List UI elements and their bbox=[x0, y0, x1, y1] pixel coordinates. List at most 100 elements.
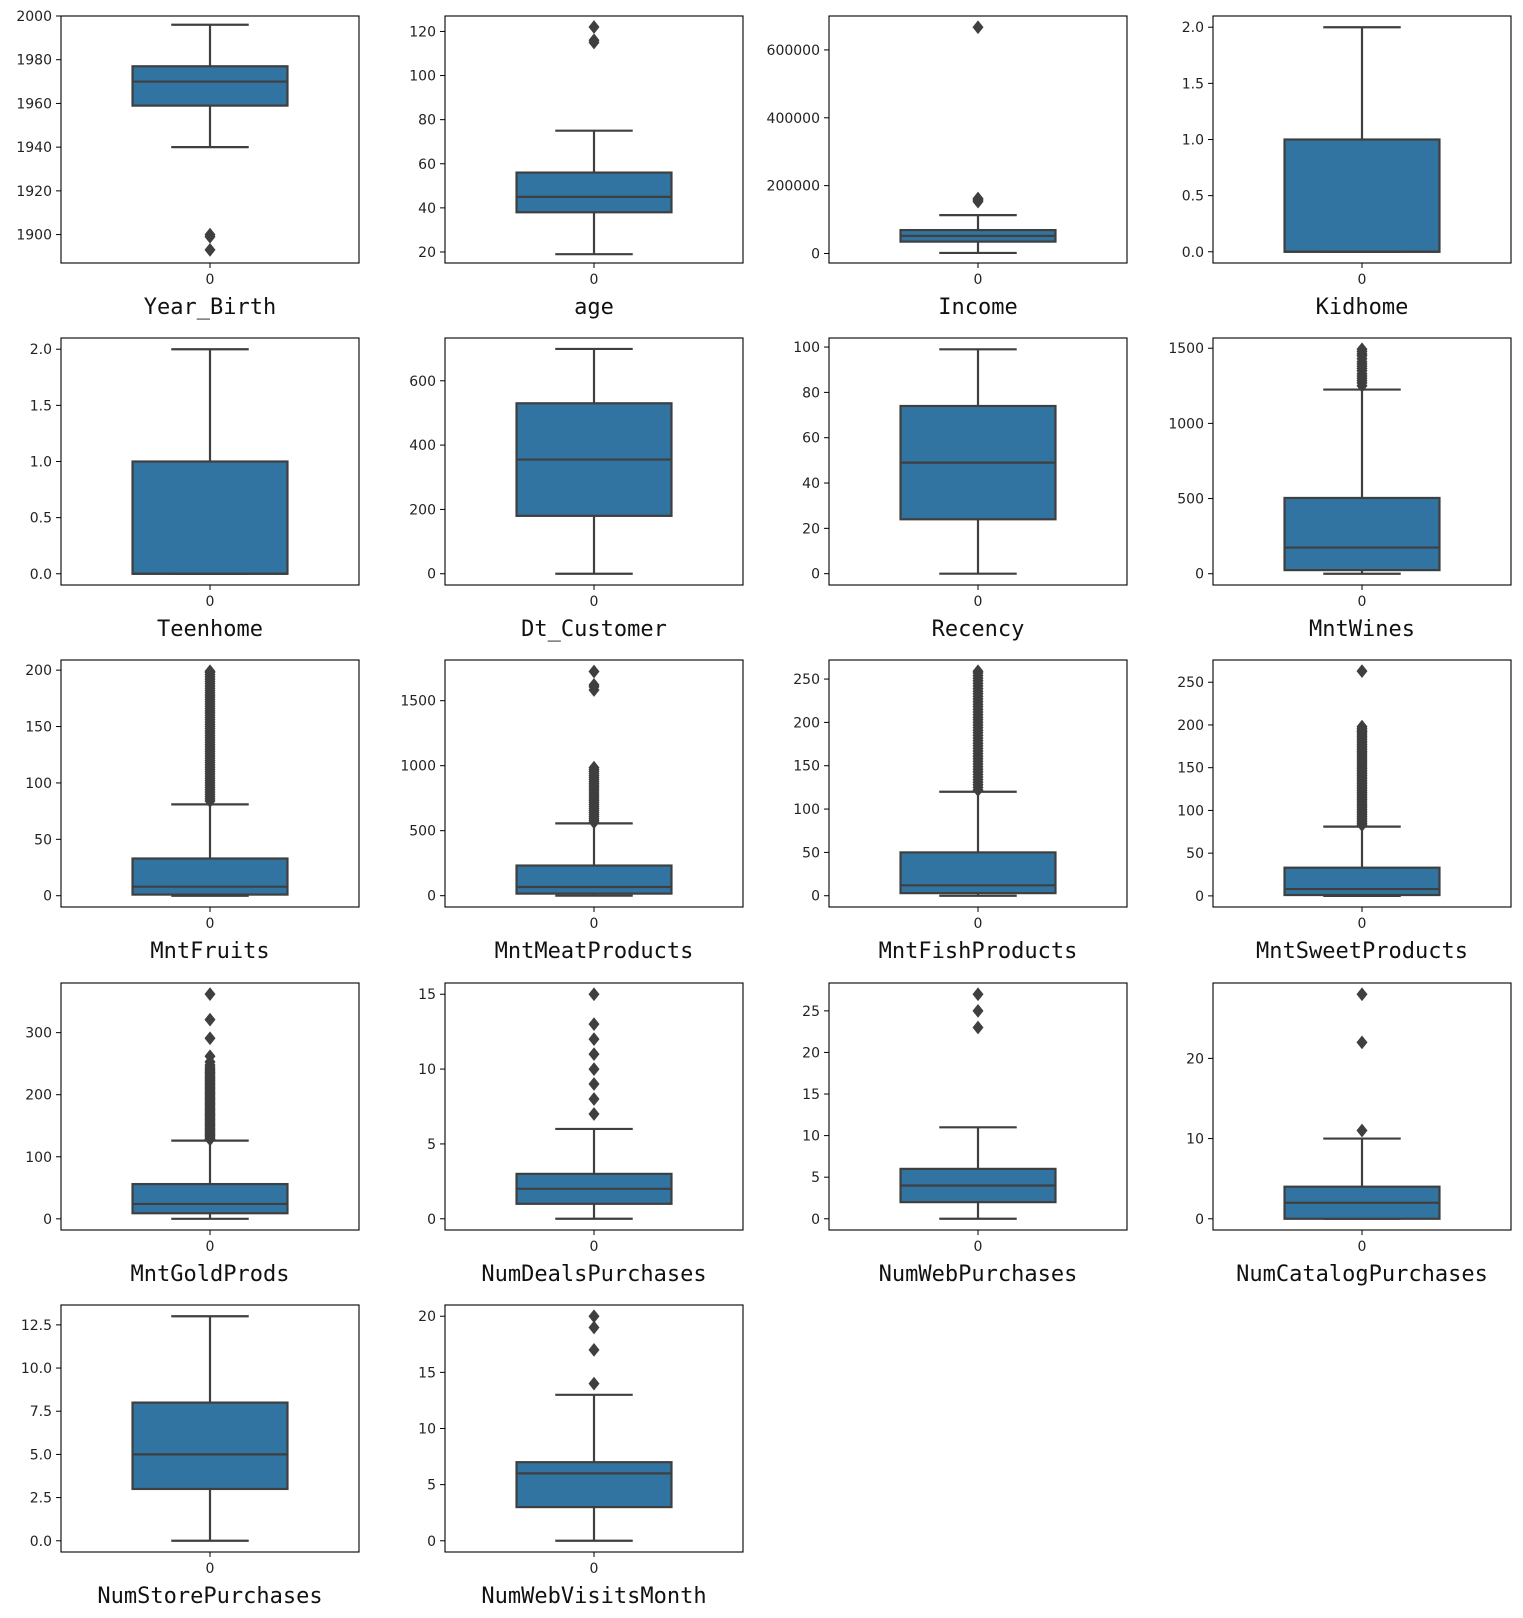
x-axis-label: NumWebPurchases bbox=[879, 1262, 1078, 1287]
subplot-year-birth: 1900 1920 1940 1960 1980 2000 0 Year_Birth bbox=[16, 9, 360, 320]
y-tick-label: 0.0 bbox=[1182, 245, 1204, 261]
y-tick-label: 50 bbox=[1186, 846, 1204, 862]
subplot-age: 20 40 60 80 100 120 0 age bbox=[409, 15, 744, 320]
outlier-point bbox=[1356, 719, 1368, 734]
y-tick-label: 100 bbox=[25, 1150, 52, 1166]
outlier-point bbox=[972, 20, 984, 35]
y-tick-label: 0 bbox=[811, 1212, 820, 1228]
y-tick-label: 200 bbox=[25, 663, 52, 679]
y-tick-label: 0 bbox=[1195, 889, 1204, 905]
y-tick-label: 60 bbox=[418, 157, 436, 173]
y-tick-label: 7.5 bbox=[30, 1404, 52, 1420]
iqr-box bbox=[1283, 496, 1441, 572]
y-tick-label: 25 bbox=[802, 1004, 820, 1020]
y-tick-label: 20 bbox=[802, 1045, 820, 1061]
subplot-income: 0 200000 400000 600000 0 Income bbox=[767, 15, 1128, 320]
y-tick-label: 15 bbox=[418, 987, 436, 1003]
y-tick-label: 120 bbox=[409, 24, 436, 40]
outlier-point bbox=[204, 227, 216, 242]
outlier-point bbox=[1356, 987, 1368, 1002]
y-tick-label: 2.0 bbox=[1182, 20, 1204, 36]
y-tick-label: 500 bbox=[1177, 492, 1204, 508]
x-tick-label: 0 bbox=[590, 1239, 599, 1255]
y-tick-label: 1.5 bbox=[1182, 76, 1204, 92]
x-tick-label: 0 bbox=[1358, 1239, 1367, 1255]
subplot-mntfruits: 0 50 100 150 200 0 MntFruits bbox=[25, 659, 360, 964]
x-tick-label: 0 bbox=[590, 916, 599, 932]
outlier-point bbox=[588, 677, 600, 692]
x-axis-label: Recency bbox=[932, 617, 1025, 642]
outlier-point bbox=[204, 243, 216, 257]
x-tick-label: 0 bbox=[206, 272, 215, 288]
outlier-point bbox=[204, 1049, 216, 1064]
subplot-mntgoldprods: 0 100 200 300 0 MntGoldProds bbox=[25, 982, 360, 1287]
y-tick-label: 250 bbox=[1177, 675, 1204, 691]
y-tick-label: 20 bbox=[802, 521, 820, 537]
y-tick-label: 0 bbox=[811, 889, 820, 905]
outlier-point bbox=[588, 1017, 600, 1032]
y-tick-label: 1960 bbox=[16, 96, 52, 112]
x-tick-label: 0 bbox=[206, 916, 215, 932]
x-axis-label: MntFruits bbox=[150, 939, 269, 964]
y-tick-label: 200000 bbox=[767, 179, 820, 195]
y-tick-label: 5.0 bbox=[30, 1447, 52, 1463]
y-tick-label: 100 bbox=[793, 802, 820, 818]
y-tick-label: 0.0 bbox=[30, 1534, 52, 1550]
y-tick-label: 80 bbox=[802, 385, 820, 401]
outlier-point bbox=[204, 987, 216, 1002]
y-tick-label: 0 bbox=[427, 567, 436, 583]
y-tick-label: 200 bbox=[25, 1088, 52, 1104]
x-tick-label: 0 bbox=[590, 1561, 599, 1577]
y-tick-label: 0.5 bbox=[30, 511, 52, 527]
outlier-point bbox=[588, 1107, 600, 1121]
y-tick-label: 40 bbox=[418, 201, 436, 217]
y-tick-label: 150 bbox=[793, 759, 820, 775]
y-tick-label: 200 bbox=[1177, 718, 1204, 734]
x-axis-label: NumCatalogPurchases bbox=[1236, 1262, 1488, 1287]
x-tick-label: 0 bbox=[974, 272, 983, 288]
outlier-point bbox=[204, 1012, 216, 1027]
y-tick-label: 5 bbox=[811, 1170, 820, 1186]
subplot-numwebpurchases: 0 5 10 15 20 25 0 NumWebPurchases bbox=[802, 982, 1128, 1287]
y-tick-label: 2000 bbox=[16, 9, 52, 25]
iqr-box bbox=[131, 857, 289, 896]
outlier-point bbox=[1356, 342, 1368, 357]
y-tick-label: 12.5 bbox=[21, 1318, 52, 1334]
x-axis-label: Dt_Customer bbox=[521, 617, 667, 642]
subplot-dt-customer: 0 200 400 600 0 Dt_Customer bbox=[409, 337, 744, 642]
y-tick-label: 1900 bbox=[16, 228, 52, 244]
outlier-point bbox=[588, 1320, 600, 1335]
y-tick-label: 400000 bbox=[767, 111, 820, 127]
outlier-point bbox=[972, 664, 984, 679]
outlier-point bbox=[588, 987, 600, 1002]
y-tick-label: 10 bbox=[802, 1129, 820, 1145]
iqr-box bbox=[515, 1461, 673, 1509]
outlier-point bbox=[972, 191, 984, 206]
outlier-point bbox=[588, 1343, 600, 1357]
x-tick-label: 0 bbox=[206, 594, 215, 610]
y-tick-label: 1.0 bbox=[1182, 133, 1204, 149]
y-tick-label: 1000 bbox=[400, 759, 436, 775]
y-tick-label: 0 bbox=[811, 567, 820, 583]
subplot-mntfishproducts: 0 50 100 150 200 250 0 MntFishProducts bbox=[793, 659, 1128, 964]
y-tick-label: 300 bbox=[25, 1026, 52, 1042]
subplot-numstorepurchases: 0.0 2.5 5.0 7.5 10.0 12.5 0 NumStorePurchases bbox=[21, 1304, 360, 1609]
subplot-mntsweetproducts: 0 50 100 150 200 250 0 MntSweetProducts bbox=[1177, 659, 1512, 964]
outlier-point bbox=[1356, 664, 1368, 678]
subplot-numdealspurchases: 0 5 10 15 0 NumDealsPurchases bbox=[418, 982, 744, 1287]
outlier-point bbox=[588, 760, 600, 775]
outlier-point bbox=[588, 1077, 600, 1091]
x-axis-label: MntGoldProds bbox=[131, 1262, 290, 1287]
y-tick-label: 5 bbox=[427, 1478, 436, 1494]
y-tick-label: 200 bbox=[409, 502, 436, 518]
outlier-point bbox=[972, 987, 984, 1002]
y-tick-label: 0 bbox=[811, 247, 820, 263]
y-tick-label: 10 bbox=[418, 1062, 436, 1078]
iqr-box bbox=[1283, 138, 1441, 253]
y-tick-label: 250 bbox=[793, 672, 820, 688]
y-tick-label: 10 bbox=[1186, 1132, 1204, 1148]
y-tick-label: 0 bbox=[43, 889, 52, 905]
y-tick-label: 2.0 bbox=[30, 342, 52, 358]
x-axis-label: MntMeatProducts bbox=[495, 939, 694, 964]
